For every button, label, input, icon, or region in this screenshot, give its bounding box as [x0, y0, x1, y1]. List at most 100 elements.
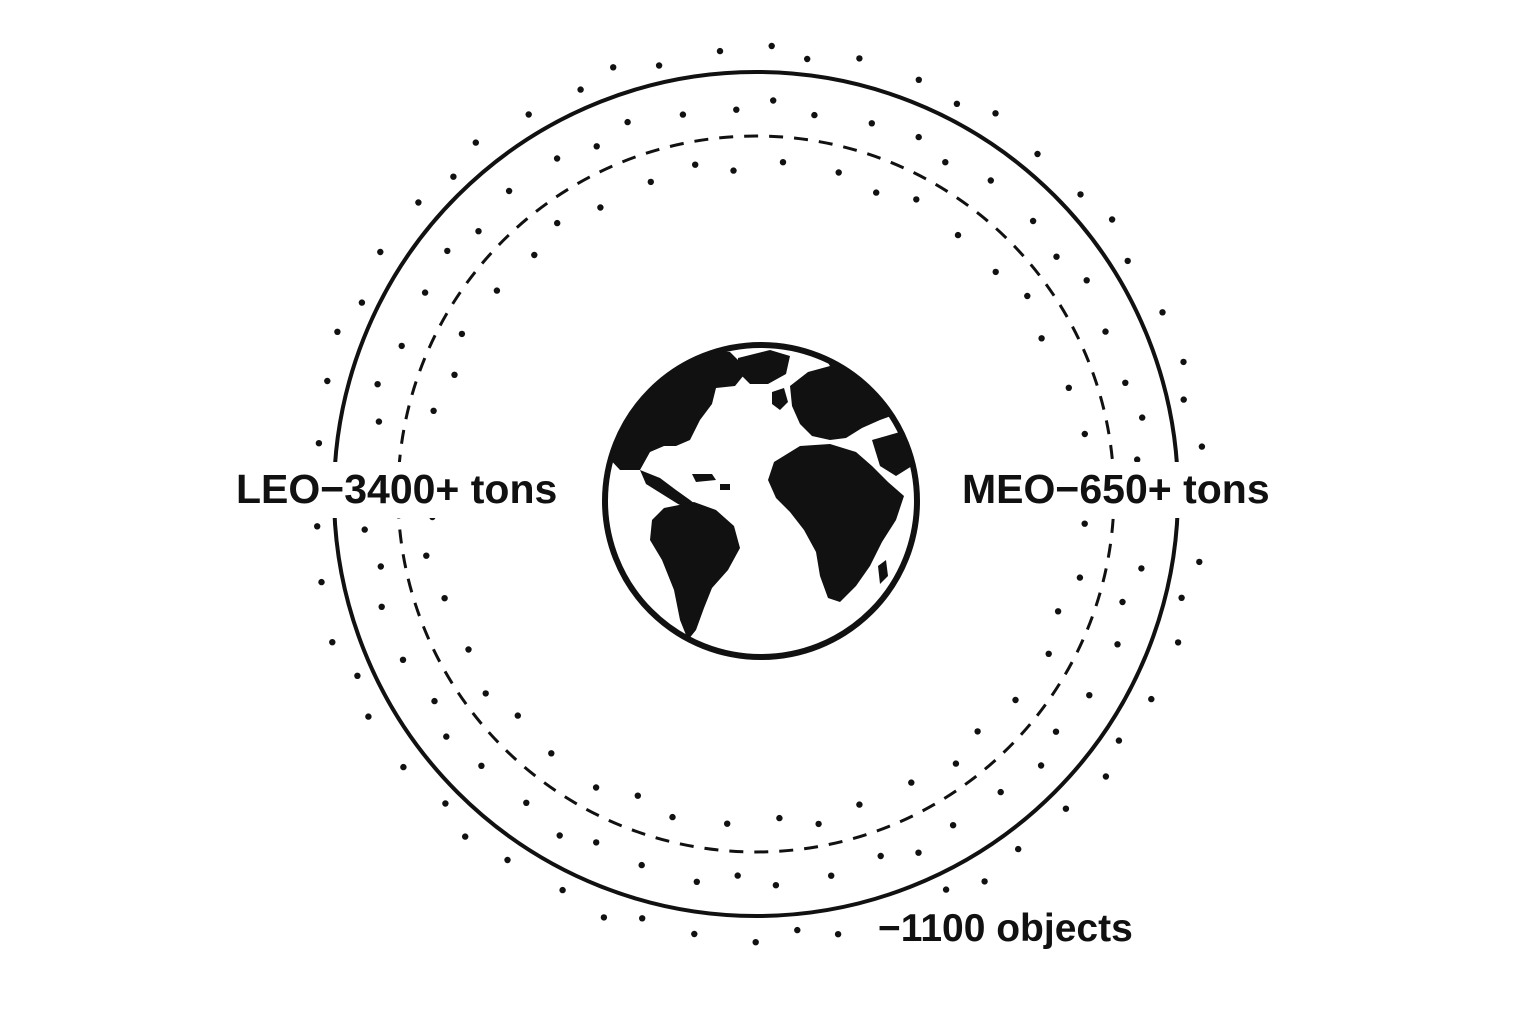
debris-dot [324, 377, 331, 385]
debris-dot [733, 106, 740, 113]
debris-dot [692, 161, 699, 168]
debris-dot [992, 268, 999, 276]
meo-label: MEO−650+ tons [962, 466, 1270, 512]
debris-dot [949, 822, 957, 829]
debris-dot [554, 219, 561, 227]
south-america-landmass [650, 502, 740, 640]
debris-dot [691, 930, 698, 938]
debris-dot [1038, 335, 1045, 342]
debris-dot [1024, 292, 1031, 300]
debris-dot [856, 55, 863, 62]
debris-dot [1198, 443, 1206, 450]
debris-dot [804, 55, 811, 63]
debris-dot [835, 169, 842, 176]
debris-dot [451, 371, 458, 378]
debris-dot [375, 418, 383, 425]
debris-dot [768, 42, 775, 50]
debris-dot [1077, 191, 1084, 198]
debris-dot [828, 872, 835, 879]
debris-dot [868, 120, 875, 127]
debris-dot [458, 330, 466, 338]
debris-dot [1015, 845, 1022, 853]
debris-dot [638, 861, 645, 869]
debris-dot [1076, 574, 1084, 581]
debris-dot [1124, 257, 1131, 265]
debris-dot [913, 196, 920, 203]
debris-dot [997, 788, 1004, 796]
debris-dot [716, 47, 724, 55]
debris-dot [1012, 696, 1019, 704]
debris-dot [398, 342, 405, 350]
debris-dot [1053, 253, 1060, 260]
debris-dot [952, 760, 960, 767]
debris-dot [441, 595, 448, 602]
debris-dot [329, 639, 336, 646]
debris-dot [1054, 608, 1062, 615]
debris-dot [639, 915, 646, 922]
debris-dot [443, 733, 450, 740]
debris-dot [472, 139, 479, 146]
debris-dot [559, 886, 566, 894]
debris-dot [523, 799, 530, 806]
debris-dot [915, 849, 922, 856]
debris-dot [954, 231, 962, 239]
debris-dot [1081, 430, 1089, 438]
debris-dot [1052, 728, 1060, 735]
debris-dot [1065, 384, 1073, 391]
debris-dot [647, 178, 654, 186]
central-america-landmass [640, 470, 700, 512]
debris-dot [1178, 594, 1185, 601]
debris-dot [556, 832, 563, 839]
debris-dot [1119, 598, 1126, 606]
debris-dot [981, 878, 988, 885]
debris-dot [1148, 695, 1155, 703]
debris-dot [734, 872, 741, 879]
africa-landmass [768, 444, 904, 602]
debris-dot [1029, 217, 1037, 225]
debris-dot [942, 886, 950, 893]
debris-dot [421, 289, 429, 296]
debris-dot [1122, 379, 1129, 386]
debris-dot [1115, 737, 1123, 744]
debris-dot [908, 779, 915, 786]
debris-dot [634, 792, 641, 799]
debris-dot [597, 204, 604, 211]
debris-dot [465, 646, 472, 653]
debris-dot [514, 712, 521, 719]
debris-dot [415, 199, 422, 206]
debris-dot [442, 800, 449, 807]
debris-dot [1174, 639, 1182, 646]
debris-dot [1034, 150, 1041, 158]
debris-dot [915, 76, 922, 84]
debris-dot [450, 173, 457, 180]
debris-dot [942, 159, 949, 166]
debris-dot [953, 100, 961, 108]
greenland-landmass [738, 350, 790, 384]
debris-dot [1102, 773, 1110, 780]
debris-dot [475, 228, 482, 235]
debris-dot [430, 407, 437, 414]
debris-dot [1083, 277, 1090, 284]
debris-dot [374, 381, 381, 388]
debris-dot [1180, 358, 1187, 366]
objects-label: −1100 objects [878, 907, 1133, 950]
debris-dot [1086, 692, 1093, 699]
debris-dot [1108, 216, 1116, 223]
debris-dot [779, 159, 787, 166]
debris-dot [315, 440, 323, 447]
debris-dot [1037, 762, 1045, 769]
debris-dot [354, 672, 361, 679]
debris-dot [877, 852, 884, 860]
debris-dot [1045, 650, 1052, 657]
debris-dot [992, 110, 999, 117]
debris-dot [482, 690, 489, 697]
debris-dot [358, 299, 366, 306]
debris-dot [377, 563, 384, 570]
debris-dot [593, 839, 600, 846]
debris-dot [730, 167, 737, 174]
debris-dot [655, 62, 663, 69]
debris-dot [531, 251, 538, 259]
debris-dot [915, 133, 922, 141]
debris-dot [752, 939, 759, 946]
